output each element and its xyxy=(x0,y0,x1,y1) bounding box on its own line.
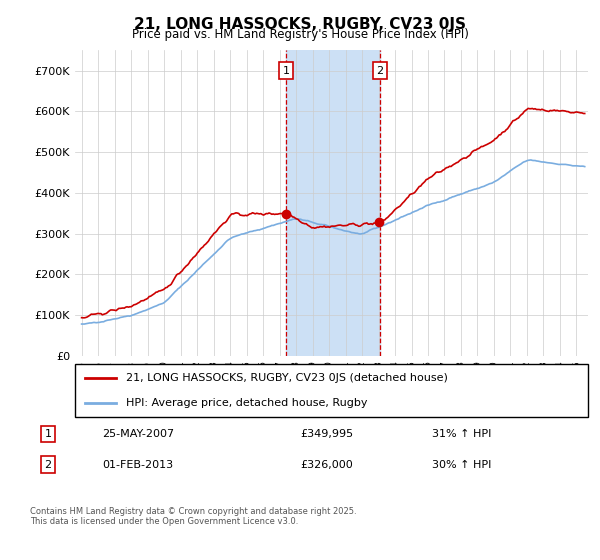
Text: 31% ↑ HPI: 31% ↑ HPI xyxy=(432,429,491,439)
Text: HPI: Average price, detached house, Rugby: HPI: Average price, detached house, Rugb… xyxy=(127,398,368,408)
Bar xyxy=(286,50,380,356)
Text: 21, LONG HASSOCKS, RUGBY, CV23 0JS: 21, LONG HASSOCKS, RUGBY, CV23 0JS xyxy=(134,17,466,32)
Text: 30% ↑ HPI: 30% ↑ HPI xyxy=(432,460,491,470)
Text: 1: 1 xyxy=(283,66,290,76)
FancyBboxPatch shape xyxy=(75,364,588,417)
Text: 01-FEB-2013: 01-FEB-2013 xyxy=(102,460,173,470)
Text: 21, LONG HASSOCKS, RUGBY, CV23 0JS (detached house): 21, LONG HASSOCKS, RUGBY, CV23 0JS (deta… xyxy=(127,374,448,384)
Text: 2: 2 xyxy=(44,460,52,470)
Text: £326,000: £326,000 xyxy=(300,460,353,470)
Text: Price paid vs. HM Land Registry's House Price Index (HPI): Price paid vs. HM Land Registry's House … xyxy=(131,28,469,41)
Text: 25-MAY-2007: 25-MAY-2007 xyxy=(102,429,174,439)
Text: 1: 1 xyxy=(44,429,52,439)
Text: Contains HM Land Registry data © Crown copyright and database right 2025.
This d: Contains HM Land Registry data © Crown c… xyxy=(30,507,356,526)
Text: £349,995: £349,995 xyxy=(300,429,353,439)
Text: 2: 2 xyxy=(376,66,383,76)
